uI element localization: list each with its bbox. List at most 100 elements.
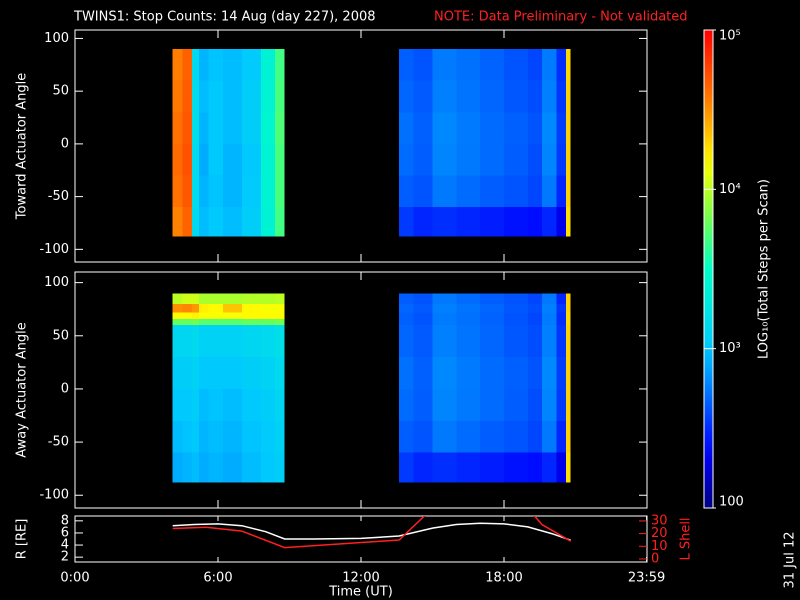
y-tick-label: 100 xyxy=(44,31,69,46)
heatmap-cell xyxy=(456,293,481,304)
heatmap-cell xyxy=(565,420,571,453)
heatmap-cell xyxy=(432,80,457,113)
heatmap-cell xyxy=(413,48,433,81)
heatmap-cell xyxy=(399,325,414,358)
heatmap-cell xyxy=(504,143,528,176)
heatmap-cell xyxy=(456,80,481,113)
heatmap-cell xyxy=(527,48,543,81)
heatmap-cell xyxy=(275,357,285,389)
heatmap-cell xyxy=(556,325,566,358)
heatmap-cell xyxy=(172,175,183,208)
heatmap-cell xyxy=(432,207,457,237)
heatmap-cell xyxy=(542,452,557,483)
heatmap-cell xyxy=(542,293,557,304)
heatmap-cell xyxy=(241,48,261,81)
heatmap-cell xyxy=(198,143,209,176)
heatmap-cell xyxy=(260,388,276,421)
y-axis-label: R [RE] xyxy=(15,519,30,560)
heatmap-cell xyxy=(542,325,557,358)
heatmap-cell xyxy=(456,388,481,421)
heatmap-cell xyxy=(260,175,276,208)
heatmap-cell xyxy=(413,80,433,113)
heatmap-cell xyxy=(191,357,199,389)
chart-title: TWINS1: Stop Counts: 14 Aug (day 227), 2… xyxy=(73,10,376,25)
heatmap-cell xyxy=(275,293,285,304)
plot-frame xyxy=(74,29,648,263)
heatmap-cell xyxy=(260,303,276,313)
heatmap-cell xyxy=(182,175,192,208)
heatmap-cell xyxy=(413,175,433,208)
heatmap-cell xyxy=(399,452,414,483)
colorbar xyxy=(703,29,714,509)
heatmap-cell xyxy=(182,207,192,237)
heatmap-cell xyxy=(565,293,571,304)
heatmap-cell xyxy=(172,143,183,176)
y-tick-label: -100 xyxy=(39,242,69,257)
heatmap-cell xyxy=(191,388,199,421)
heatmap-cell xyxy=(565,452,571,483)
heatmap-cell xyxy=(527,388,543,421)
heatmap-cell xyxy=(556,143,566,176)
heatmap-cell xyxy=(172,312,183,319)
heatmap-cell xyxy=(399,175,414,208)
series-line xyxy=(172,522,571,541)
y-tick-label: 2 xyxy=(61,550,69,565)
heatmap-cell xyxy=(222,388,242,421)
heatmap-cell xyxy=(198,112,209,144)
heatmap-cell xyxy=(182,80,192,113)
colorbar-tick-label: 10³ xyxy=(719,341,741,356)
heatmap-cell xyxy=(182,318,192,326)
y-tick-label: 6 xyxy=(61,525,69,540)
heatmap-cell xyxy=(556,388,566,421)
heatmap-cell xyxy=(556,452,566,483)
heatmap-cell xyxy=(182,357,192,389)
heatmap-cell xyxy=(399,112,414,144)
y-tick-label: 50 xyxy=(52,328,69,343)
heatmap-cell xyxy=(241,143,261,176)
heatmap-cell xyxy=(399,420,414,453)
heatmap-cell xyxy=(556,312,566,319)
heatmap-cell xyxy=(208,207,223,237)
heatmap-cell xyxy=(456,303,481,313)
heatmap-cell xyxy=(504,175,528,208)
heatmap-cell xyxy=(527,312,543,319)
x-axis-label: Time (UT) xyxy=(328,585,393,600)
heatmap-cell xyxy=(480,325,504,358)
heatmap-cell xyxy=(527,207,543,237)
heatmap-cell xyxy=(222,325,242,358)
heatmap-cell xyxy=(399,318,414,326)
heatmap-cell xyxy=(556,303,566,313)
heatmap-cell xyxy=(222,80,242,113)
heatmap-cell xyxy=(208,312,223,319)
heatmap-cell xyxy=(275,318,285,326)
heatmap-cell xyxy=(480,318,504,326)
heatmap-cell xyxy=(456,207,481,237)
heatmap-cell xyxy=(527,318,543,326)
heatmap-cell xyxy=(260,293,276,304)
heatmap-cell xyxy=(456,48,481,81)
heatmap-cell xyxy=(191,80,199,113)
plot-frame xyxy=(74,271,648,509)
heatmap-cell xyxy=(542,48,557,81)
heatmap-cell xyxy=(542,303,557,313)
heatmap-cell xyxy=(198,293,209,304)
heatmap-cell xyxy=(527,80,543,113)
heatmap-cell xyxy=(413,112,433,144)
heatmap-cell xyxy=(172,318,183,326)
heatmap-cell xyxy=(556,112,566,144)
plot-frame xyxy=(74,515,648,563)
heatmap-cell xyxy=(260,48,276,81)
heatmap-cell xyxy=(275,452,285,483)
heatmap-cell xyxy=(456,143,481,176)
heatmap-cell xyxy=(432,293,457,304)
heatmap-cell xyxy=(480,175,504,208)
heatmap-cell xyxy=(456,357,481,389)
heatmap-cell xyxy=(399,388,414,421)
heatmap-cell xyxy=(198,388,209,421)
heatmap-cell xyxy=(565,207,571,237)
heatmap-cell xyxy=(222,303,242,313)
heatmap-cell xyxy=(527,325,543,358)
y-tick-label: 4 xyxy=(61,538,69,553)
heatmap-cell xyxy=(191,48,199,81)
heatmap-cell xyxy=(480,293,504,304)
